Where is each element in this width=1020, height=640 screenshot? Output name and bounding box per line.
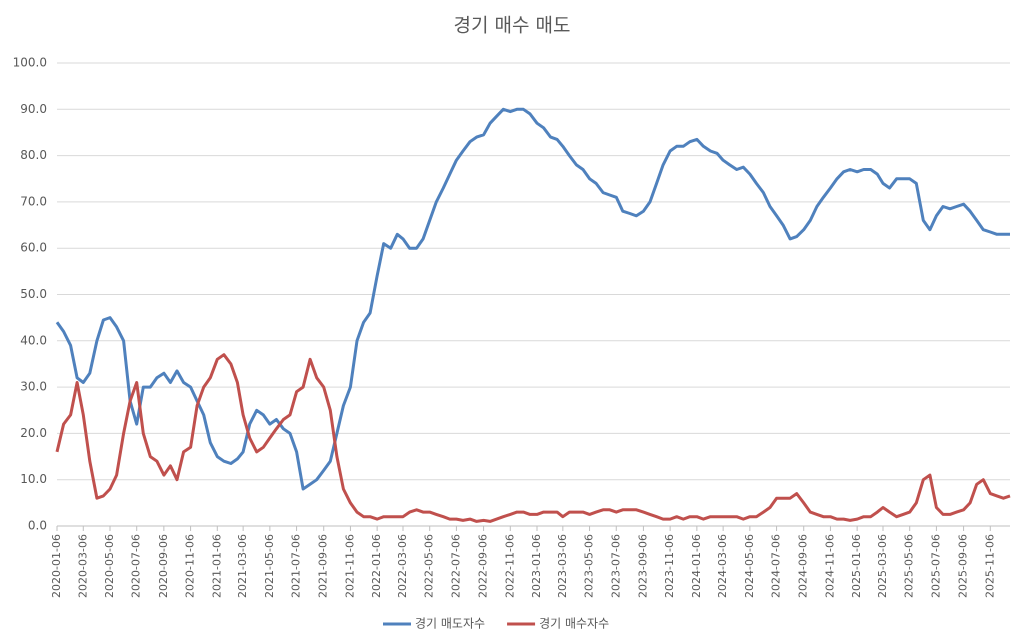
x-tick-label: 2021-05-06 [263,534,276,598]
x-tick-label: 2022-11-06 [503,534,516,598]
x-tick-label: 2023-07-06 [609,534,622,598]
x-tick-label: 2025-11-06 [983,534,996,598]
x-tick-label: 2022-07-06 [449,534,462,598]
x-tick-label: 2021-07-06 [290,534,303,598]
x-tick-label: 2022-05-06 [423,534,436,598]
x-tick-label: 2020-01-06 [50,534,63,598]
x-tick-label: 2024-05-06 [743,534,756,598]
x-tick-label: 2020-09-06 [157,534,170,598]
line-series [55,107,1010,491]
x-tick-label: 2025-03-06 [876,534,889,598]
y-tick-label: 80.0 [20,148,47,162]
x-tick-label: 2020-07-06 [130,534,143,598]
x-tick-label: 2020-03-06 [76,534,89,598]
y-tick-label: 90.0 [20,102,47,116]
y-tick-label: 30.0 [20,380,47,394]
legend-label: 경기 매도자수 [415,617,485,631]
x-tick-label: 2020-11-06 [184,534,197,598]
y-tick-label: 50.0 [20,287,47,301]
x-tick-label: 2023-09-06 [636,534,649,598]
x-tick-label: 2021-09-06 [317,534,330,598]
x-tick-label: 2025-01-06 [850,534,863,598]
x-tick-label: 2022-03-06 [396,534,409,598]
x-tick-label: 2023-11-06 [663,534,676,598]
x-tick-label: 2025-07-06 [929,534,942,598]
x-tick-label: 2024-09-06 [797,534,810,598]
x-tick-label: 2021-01-06 [210,534,223,598]
y-tick-label: 40.0 [20,333,47,347]
x-tick-label: 2025-09-06 [957,534,970,598]
x-tick-label: 2024-01-06 [690,534,703,598]
x-tick-label: 2023-01-06 [530,534,543,598]
x-tick-label: 2023-03-06 [556,534,569,598]
x-tick-label: 2020-05-06 [103,534,116,598]
x-tick-label: 2021-03-06 [236,534,249,598]
legend-label: 경기 매수자수 [539,617,609,631]
x-tick-label: 2023-05-06 [583,534,596,598]
y-tick-label: 20.0 [20,426,47,440]
y-tick-label: 70.0 [20,194,47,208]
legend: 경기 매도자수 경기 매수자수 [383,617,609,631]
y-tick-label: 100.0 [13,56,47,70]
x-tick-label: 2022-09-06 [477,534,490,598]
x-tick-label: 2024-11-06 [823,534,836,598]
line-series [55,353,1011,523]
x-tick-label: 2025-05-06 [903,534,916,598]
x-tick-label: 2024-07-06 [770,534,783,598]
x-tick-label: 2024-03-06 [716,534,729,598]
y-tick-label: 0.0 [28,519,47,533]
x-tick-label: 2022-01-06 [370,534,383,598]
y-tick-label: 10.0 [20,472,47,486]
y-tick-label: 60.0 [20,241,47,255]
chart-title: 경기 매수 매도 [454,15,571,37]
x-tick-label: 2021-11-06 [343,534,356,598]
